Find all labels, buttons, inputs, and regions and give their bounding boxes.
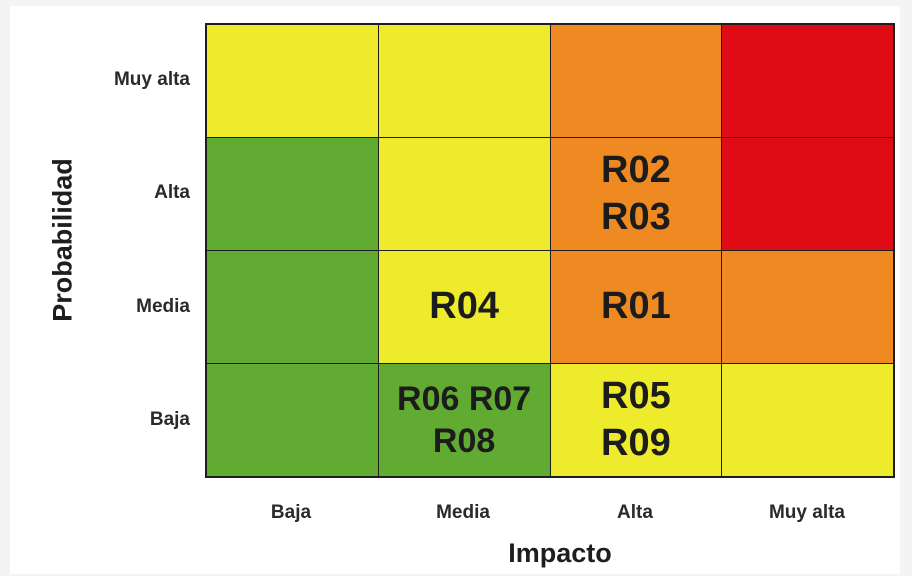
y-tick-alta: Alta [154,182,190,203]
matrix-cell [722,364,893,476]
matrix-cell: R02 R03 [550,138,722,250]
risk-list: R06 R07 R08 [397,378,531,463]
risk-label: R04 [429,285,499,328]
matrix-cell [722,251,893,363]
risk-label: R06 R07 [397,379,532,418]
matrix-cell [378,25,550,137]
matrix-cell [207,138,378,250]
matrix-cell: R05 R09 [550,364,722,476]
y-tick-muy-alta: Muy alta [113,69,190,90]
x-tick-alta: Alta [617,502,653,523]
matrix-cell [378,138,550,250]
risk-label: R05 [601,374,671,417]
risk-list: R02 R03 [601,147,671,242]
x-tick-muy-alta: Muy alta [768,502,846,523]
risk-list: R04 [429,283,499,331]
matrix-cell [722,138,893,250]
risk-label: R03 [601,196,671,238]
y-tick-baja: Baja [149,409,190,430]
matrix-cell [550,25,722,137]
x-tick-media: Media [436,502,490,523]
matrix-cell [722,25,893,137]
x-tick-baja: Baja [270,502,312,523]
risk-label: R08 [432,422,496,460]
x-axis-label: Impacto [508,538,612,568]
matrix-cell: R04 [378,251,550,363]
risk-label: R01 [601,285,671,328]
risk-label: R09 [601,422,671,464]
risk-label: R02 [601,148,671,191]
matrix-cell: R01 [550,251,722,363]
risk-list: R01 [601,283,671,331]
matrix-cell: R06 R07 R08 [378,364,550,476]
risk-matrix-grid: R02 R03 R04 R01 R06 R07 R08 R05 R09 [205,23,895,478]
risk-list: R05 R09 [601,373,671,468]
matrix-cell [207,251,378,363]
y-tick-media: Media [136,296,190,317]
matrix-cell [207,25,378,137]
matrix-cell [207,364,378,476]
